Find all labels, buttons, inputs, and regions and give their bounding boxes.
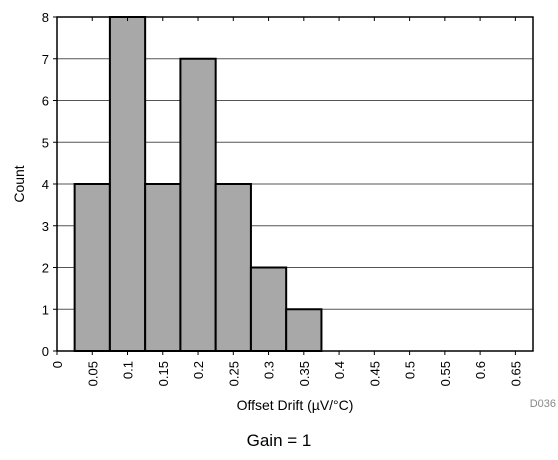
- y-tick-label: 7: [42, 52, 49, 67]
- y-tick-label: 4: [42, 177, 49, 192]
- bar: [214, 183, 252, 352]
- x-tick-label: 0.45: [367, 361, 382, 386]
- x-tick-label: 0.6: [473, 361, 488, 379]
- chart-caption: Gain = 1: [246, 431, 312, 450]
- bar: [144, 183, 182, 352]
- x-tick-label: 0.05: [85, 361, 100, 386]
- y-tick-label: 1: [42, 302, 49, 317]
- y-tick-label: 2: [42, 261, 49, 276]
- bar: [73, 183, 111, 352]
- y-axis-title: Count: [11, 165, 27, 202]
- y-tick-label: 8: [42, 10, 49, 25]
- figure-code: D036: [529, 398, 556, 410]
- y-tick-label: 0: [42, 344, 49, 359]
- y-tick-label: 5: [42, 135, 49, 150]
- tick-marks: [53, 16, 516, 355]
- bar: [249, 266, 288, 352]
- x-axis-title: Offset Drift (µV/°C): [237, 397, 354, 413]
- y-tick-labels: 0 1 2 3 4 5 6 7 8: [42, 10, 49, 359]
- x-tick-label: 0.65: [508, 361, 523, 386]
- x-tick-label: 0.15: [156, 361, 171, 386]
- x-tick-label: 0.1: [121, 361, 136, 379]
- y-tick-label: 3: [42, 219, 49, 234]
- x-tick-label: 0.4: [332, 361, 347, 379]
- bar: [285, 308, 323, 352]
- x-tick-label: 0.25: [226, 361, 241, 386]
- x-tick-label: 0.3: [262, 361, 277, 379]
- y-tick-label: 6: [42, 94, 49, 109]
- x-tick-label: 0.2: [191, 361, 206, 379]
- x-tick-label: 0.35: [297, 361, 312, 386]
- x-tick-label: 0.55: [438, 361, 453, 386]
- x-tick-labels: 0 0.05 0.1 0.15 0.2 0.25 0.3 0.35 0.4 0.45 0.5 0.55…: [50, 361, 523, 386]
- bars: [73, 16, 323, 352]
- x-tick-label: 0.5: [403, 361, 418, 379]
- bar: [108, 16, 147, 352]
- bar: [179, 57, 217, 352]
- x-tick-label: 0: [50, 361, 65, 368]
